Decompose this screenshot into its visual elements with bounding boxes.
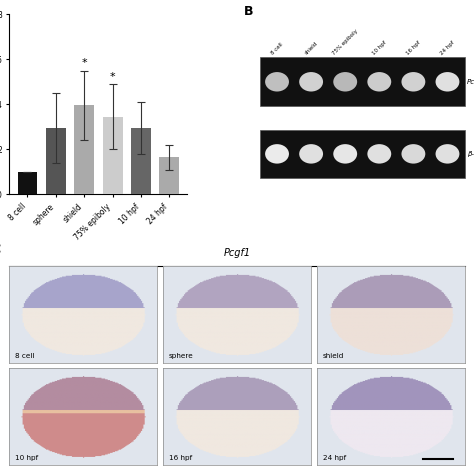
Text: 8 cell: 8 cell: [270, 42, 284, 55]
Bar: [260, 57, 465, 106]
Bar: [159, 157, 179, 194]
Ellipse shape: [401, 72, 425, 91]
Ellipse shape: [299, 144, 323, 164]
Text: β-actin: β-actin: [466, 151, 474, 157]
Ellipse shape: [299, 72, 323, 91]
Text: Pcgf1: Pcgf1: [466, 79, 474, 85]
Text: B: B: [244, 5, 253, 18]
Bar: [103, 117, 122, 194]
Text: *: *: [82, 58, 87, 68]
Bar: [260, 129, 465, 178]
Ellipse shape: [265, 72, 289, 91]
Text: sphere: sphere: [169, 353, 194, 359]
Text: 10 hpf: 10 hpf: [371, 39, 387, 55]
Bar: [46, 128, 66, 194]
Text: shield: shield: [323, 353, 344, 359]
Bar: [131, 128, 151, 194]
Ellipse shape: [265, 144, 289, 164]
Text: 8 cell: 8 cell: [15, 353, 35, 359]
Ellipse shape: [333, 72, 357, 91]
Bar: [74, 105, 94, 194]
Text: Pcgf1: Pcgf1: [223, 248, 251, 258]
Ellipse shape: [333, 144, 357, 164]
Bar: [18, 172, 37, 194]
Ellipse shape: [367, 144, 391, 164]
Text: *: *: [110, 72, 115, 82]
Text: 10 hpf: 10 hpf: [15, 455, 38, 461]
Text: shield: shield: [304, 41, 319, 55]
Text: 16 hpf: 16 hpf: [405, 39, 421, 55]
Text: 16 hpf: 16 hpf: [169, 455, 192, 461]
Ellipse shape: [401, 144, 425, 164]
Text: 24 hpf: 24 hpf: [323, 455, 346, 461]
Text: 75% epiboly: 75% epiboly: [331, 28, 359, 55]
Ellipse shape: [436, 72, 459, 91]
Ellipse shape: [436, 144, 459, 164]
Ellipse shape: [367, 72, 391, 91]
Text: 24 hpf: 24 hpf: [439, 39, 456, 55]
